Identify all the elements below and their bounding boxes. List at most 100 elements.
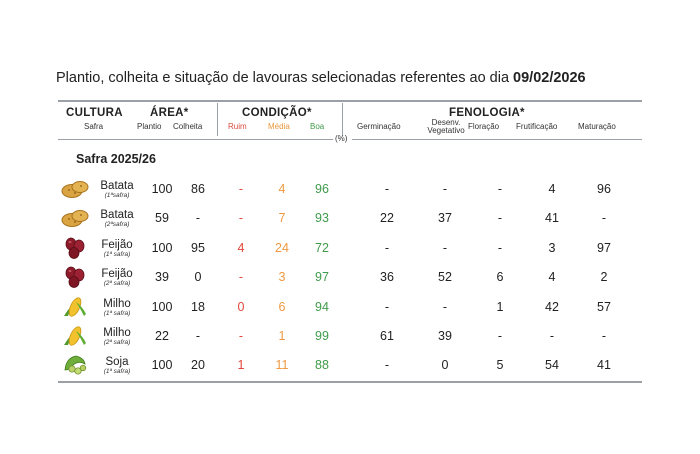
header-colheita: Colheita <box>173 122 203 131</box>
cell-flor: - <box>497 211 503 225</box>
header-safra: Safra <box>84 122 104 131</box>
header-desenv-1: Desenv. <box>431 118 461 127</box>
cell-germ: 61 <box>380 329 394 343</box>
cell-flor: 6 <box>496 270 504 284</box>
crop-label: Feijão <box>101 239 133 251</box>
cell-flor: 1 <box>496 300 504 314</box>
cell-frut: 54 <box>545 358 559 372</box>
cell-plantio: 39 <box>155 270 169 284</box>
cell-boa: 97 <box>315 270 329 284</box>
corn-icon <box>60 294 90 320</box>
cell-media: 24 <box>275 241 289 255</box>
cell-germ: - <box>384 182 390 196</box>
table-row: Milho (1ª safra) 100 18 0 6 94 - - 1 42 57 <box>0 294 700 324</box>
cell-germ: 36 <box>380 270 394 284</box>
separator-1 <box>217 103 218 136</box>
cell-colheita: 95 <box>191 241 205 255</box>
crop-season: (2ª safra) <box>103 280 131 287</box>
header-germinacao: Germinação <box>357 122 401 131</box>
cell-flor: - <box>497 182 503 196</box>
cell-boa: 72 <box>315 241 329 255</box>
crop-season: (1ªsafra) <box>104 192 130 199</box>
cell-boa: 99 <box>315 329 329 343</box>
cell-media: 4 <box>278 182 286 196</box>
header-plantio: Plantio <box>137 122 162 131</box>
potato-icon <box>60 205 90 231</box>
header-media: Média <box>268 122 290 131</box>
header-area: ÁREA* <box>150 107 189 119</box>
crop-name: Batata (1ªsafra) <box>94 180 140 200</box>
crop-label: Feijão <box>101 268 133 280</box>
crop-label: Batata <box>100 209 134 221</box>
cell-plantio: 100 <box>151 358 173 372</box>
corn-icon <box>60 323 90 349</box>
header-rule-left <box>58 139 333 140</box>
cell-germ: - <box>384 300 390 314</box>
cell-colheita: 20 <box>191 358 205 372</box>
cell-mat: 97 <box>597 241 611 255</box>
table-row: Feijão (1ª safra) 100 95 4 24 72 - - - 3 97 <box>0 235 700 265</box>
cell-mat: 2 <box>600 270 608 284</box>
crop-name: Feijão (2ª safra) <box>94 268 140 288</box>
bean-icon <box>60 235 90 261</box>
cell-mat: - <box>601 211 607 225</box>
cell-ruim: 4 <box>237 241 245 255</box>
cell-boa: 96 <box>315 182 329 196</box>
header-percent: (%) <box>335 134 348 143</box>
table-row: Soja (1ª safra) 100 20 1 11 88-0 5 54 41 <box>0 352 700 382</box>
crop-label: Batata <box>100 180 134 192</box>
header-frutificacao: Frutificação <box>516 122 558 131</box>
crop-label: Milho <box>103 298 131 310</box>
cell-plantio: 100 <box>151 300 173 314</box>
header-maturacao: Maturação <box>578 122 616 131</box>
cell-germ: - <box>384 241 390 255</box>
table-title: Plantio, colheita e situação de lavouras… <box>56 70 586 86</box>
cell-plantio: 59 <box>155 211 169 225</box>
cell-plantio: 22 <box>155 329 169 343</box>
cell-colheita: 0 <box>194 270 202 284</box>
cell-flor: 5 <box>496 358 504 372</box>
cell-mat: 57 <box>597 300 611 314</box>
cell-germ: - <box>384 358 390 372</box>
cell-desenv: - <box>442 300 448 314</box>
crop-season: (1ª safra) <box>103 368 131 375</box>
cell-mat: 96 <box>597 182 611 196</box>
cell-mat: 41 <box>597 358 611 372</box>
cell-colheita: - <box>195 211 201 225</box>
cell-frut: 4 <box>548 182 556 196</box>
cell-frut: 41 <box>545 211 559 225</box>
crop-name: Feijão (1ª safra) <box>94 239 140 259</box>
cell-media: 6 <box>278 300 286 314</box>
table-row: Batata (1ªsafra) 100 86 - 4 96 - - - 4 96 <box>0 176 700 206</box>
top-rule <box>58 100 642 102</box>
header-fenologia: FENOLOGIA* <box>449 107 525 119</box>
header-desenv-2: Vegetativo <box>427 126 465 135</box>
crop-season: (1ª safra) <box>103 251 131 258</box>
cell-media: 1 <box>278 329 286 343</box>
cell-mat: - <box>601 329 607 343</box>
header-rule-right <box>352 139 642 140</box>
crop-season: (2ª safra) <box>103 339 131 346</box>
cell-plantio: 100 <box>151 241 173 255</box>
cell-desenv: 37 <box>438 211 452 225</box>
cell-frut: 42 <box>545 300 559 314</box>
cell-desenv: 39 <box>438 329 452 343</box>
crop-label: Milho <box>103 327 131 339</box>
cell-colheita: - <box>195 329 201 343</box>
cell-ruim: 1 <box>237 358 245 372</box>
cell-plantio: 100 <box>151 182 173 196</box>
crop-name: Batata (2ªsafra) <box>94 209 140 229</box>
cell-colheita: 18 <box>191 300 205 314</box>
cell-media: 7 <box>278 211 286 225</box>
table-row: Feijão (2ª safra) 39 0 - 3 97 36 52 6 4 2 <box>0 264 700 294</box>
cell-flor: - <box>497 241 503 255</box>
crop-label: Soja <box>105 356 129 368</box>
cell-frut: - <box>549 329 555 343</box>
table-row: Milho (2ª safra) 22 - - 1 99 61 39 - - - <box>0 323 700 353</box>
soybean-icon <box>60 352 90 378</box>
table-row: Batata (2ªsafra) 59 - - 7 93 22 37 - 41 - <box>0 205 700 235</box>
cell-ruim: - <box>238 182 244 196</box>
crop-season: (1ª safra) <box>103 310 131 317</box>
bottom-rule <box>58 381 642 383</box>
title-text: Plantio, colheita e situação de lavouras… <box>56 70 514 86</box>
